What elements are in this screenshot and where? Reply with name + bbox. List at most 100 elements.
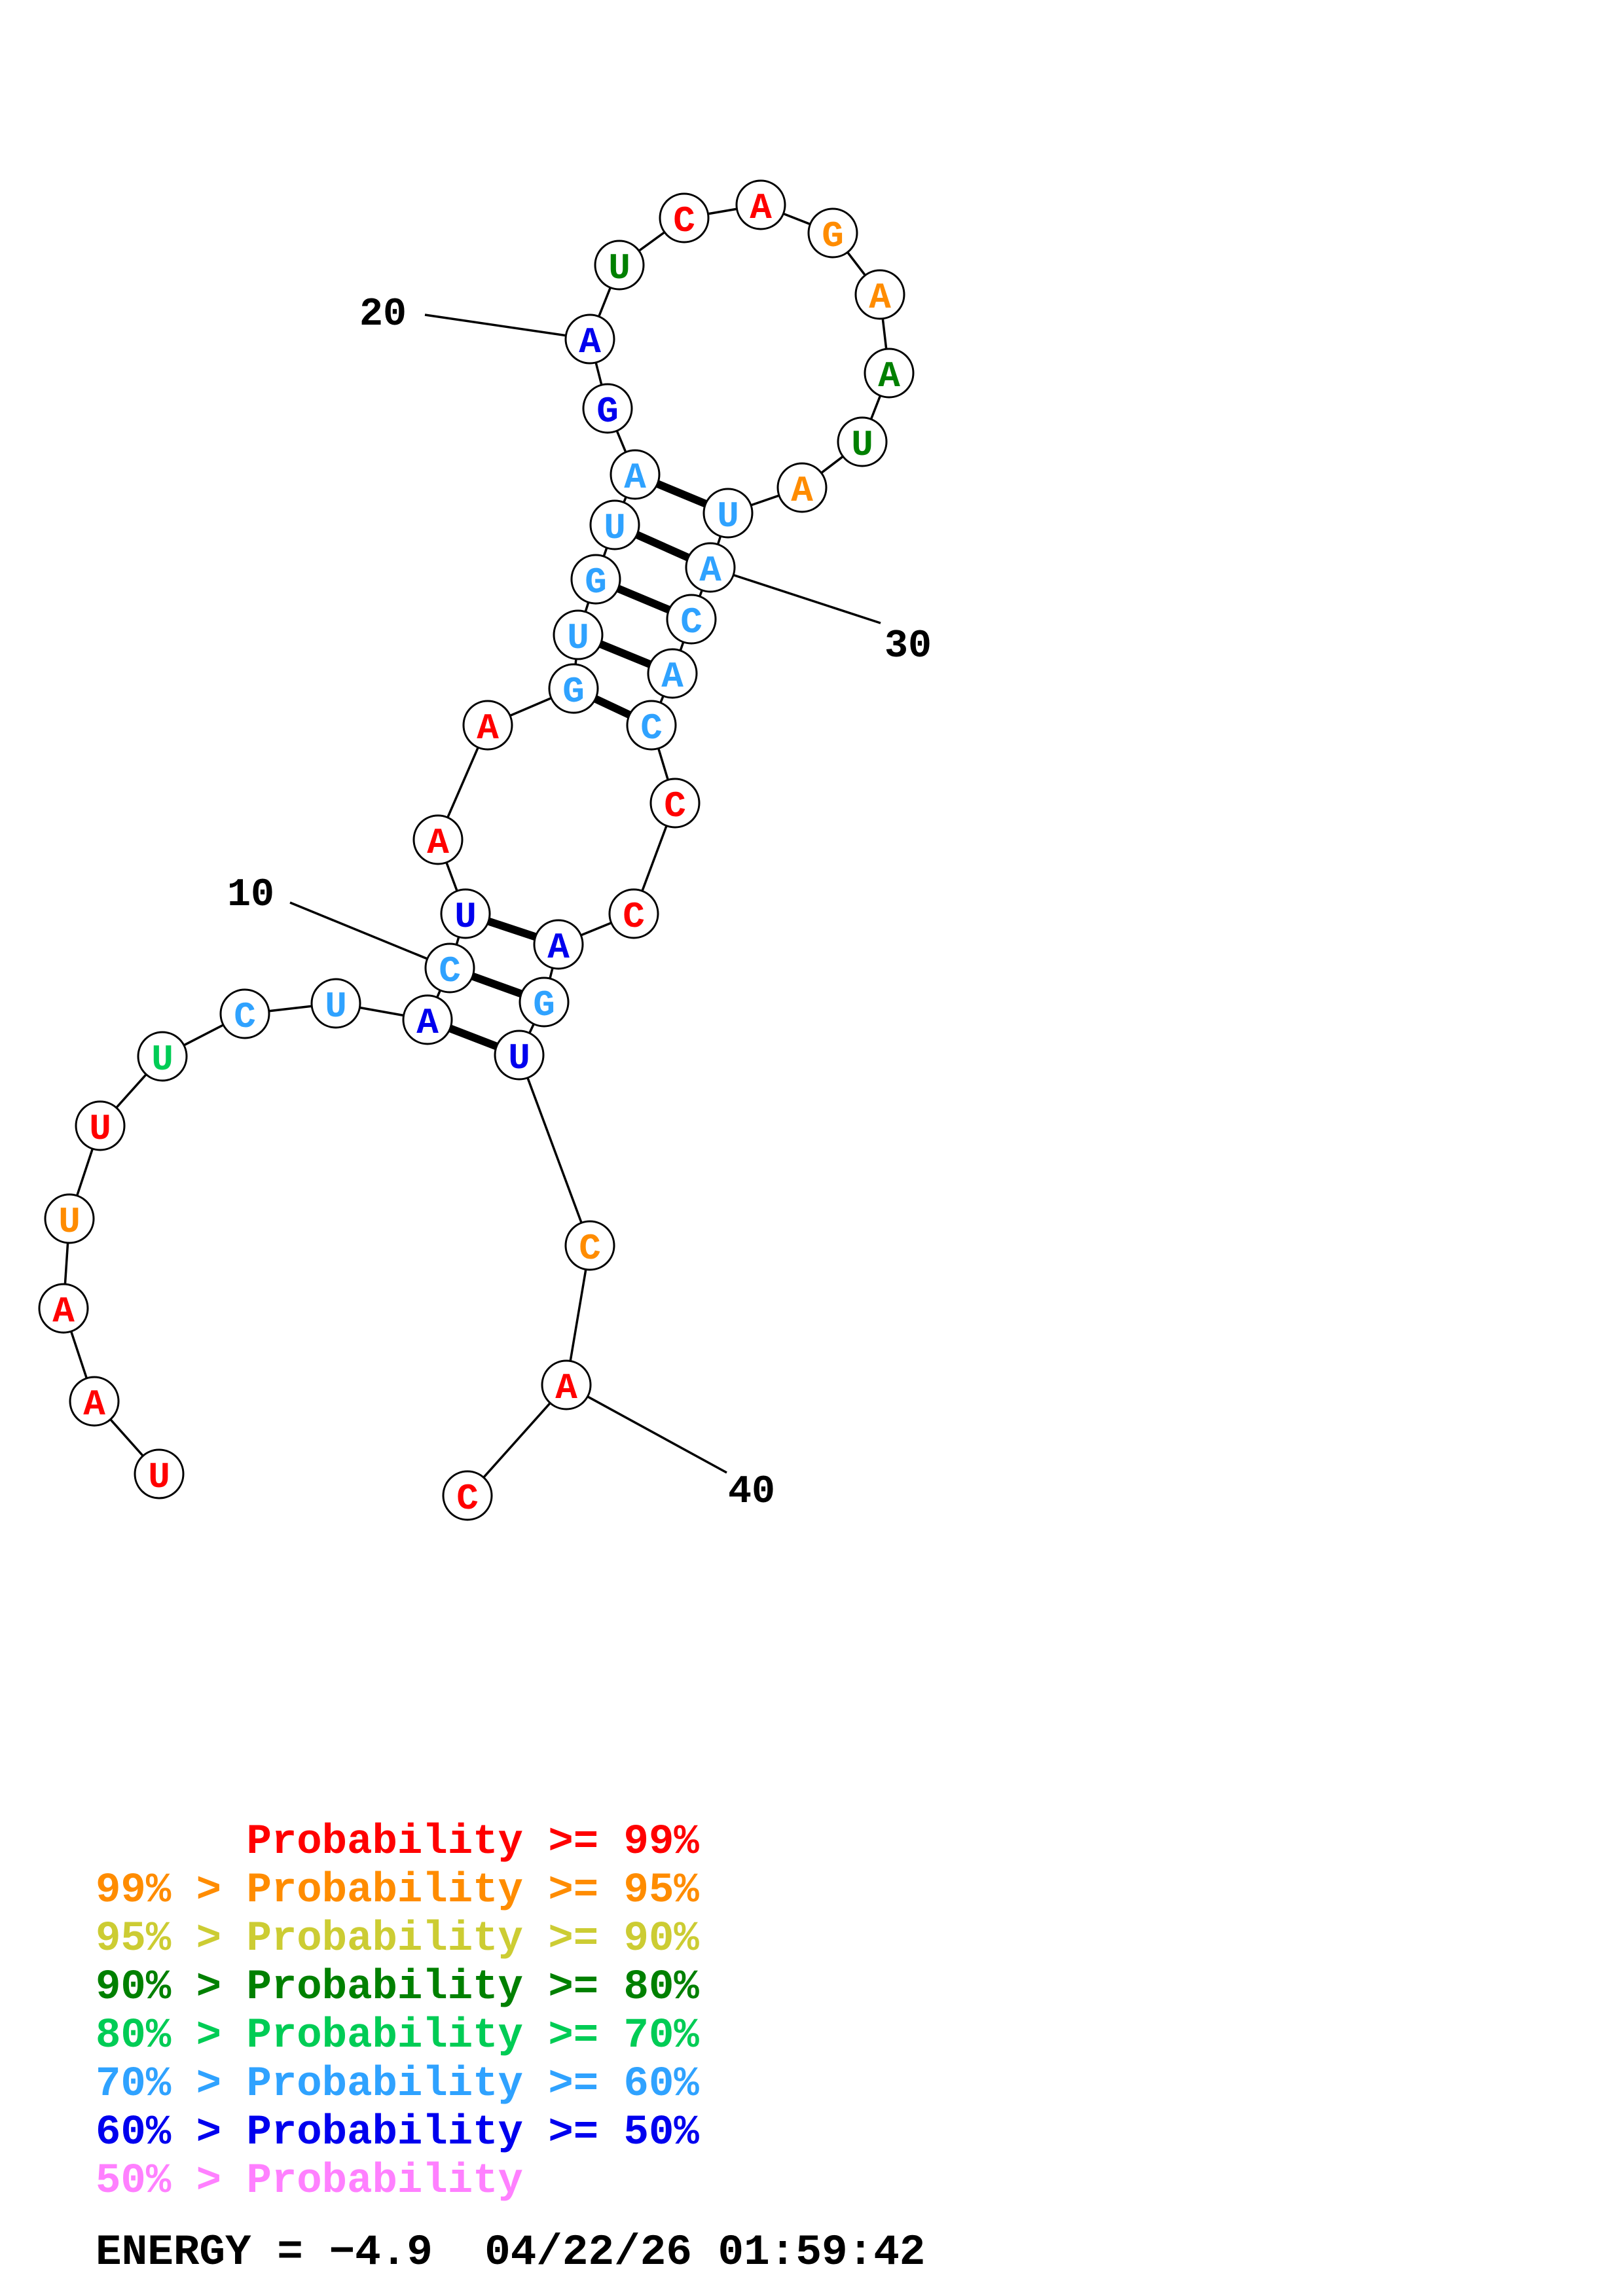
position-label-40: 40 — [728, 1470, 775, 1515]
nucleotide-circle-38 — [494, 1030, 545, 1081]
nucleotide-letter-31: C — [680, 601, 702, 643]
nucleotide-letter-35: C — [623, 896, 645, 938]
nucleotide-letter-39: C — [579, 1228, 601, 1270]
nucleotide-letter-12: A — [427, 822, 449, 864]
nucleotide-circle-20 — [564, 314, 615, 365]
nucleotide-circle-8 — [310, 978, 361, 1029]
label-pointer-line — [289, 901, 450, 969]
nucleotide-letter-11: U — [454, 896, 477, 938]
probability-legend: Probability >= 99% 99% > Probability >= 9… — [96, 1818, 699, 2206]
nucleotide-letter-24: G — [822, 215, 844, 257]
nucleotide-letter-1: U — [148, 1456, 170, 1498]
nucleotide-letter-16: G — [585, 562, 607, 603]
nucleotide-letter-9: A — [416, 1002, 439, 1044]
nucleotide-letter-38: U — [508, 1037, 530, 1079]
legend-row: Probability >= 99% — [96, 1819, 699, 1866]
nucleotide-circle-35 — [608, 888, 659, 939]
nucleotide-circle-3 — [38, 1283, 89, 1334]
nucleotide-letter-2: A — [83, 1384, 105, 1426]
nucleotide-letter-29: U — [717, 495, 739, 537]
nucleotide-circle-30 — [685, 542, 736, 593]
nucleotide-circle-32 — [647, 648, 698, 699]
nucleotide-circle-4 — [44, 1193, 95, 1244]
nucleotide-letter-8: U — [325, 986, 347, 1028]
nucleotide-letter-6: U — [151, 1039, 173, 1081]
nucleotide-letter-18: A — [624, 457, 646, 499]
nucleotide-circle-39 — [564, 1220, 615, 1271]
position-label-30: 30 — [884, 624, 932, 669]
nucleotide-letter-15: U — [567, 617, 589, 659]
backbone-line — [518, 1054, 591, 1246]
nucleotide-letter-32: A — [661, 656, 684, 698]
nucleotide-circle-40 — [541, 1359, 592, 1410]
nucleotide-circle-6 — [137, 1031, 188, 1082]
energy-and-timestamp: ENERGY = −4.9 04/22/26 01:59:42 — [96, 2228, 926, 2277]
nucleotide-letter-40: A — [555, 1367, 577, 1409]
nucleotide-letter-4: U — [58, 1201, 81, 1243]
nucleotide-circle-33 — [626, 700, 677, 751]
nucleotide-circle-18 — [610, 449, 661, 500]
nucleotide-letter-21: U — [608, 247, 630, 289]
nucleotide-circle-34 — [649, 778, 701, 829]
nucleotide-letter-36: A — [547, 927, 570, 969]
nucleotide-letter-13: A — [477, 708, 499, 749]
legend-row: 60% > Probability >= 50% — [96, 2109, 699, 2157]
legend-row: 80% > Probability >= 70% — [96, 2013, 699, 2060]
nucleotide-letter-37: G — [533, 984, 555, 1026]
nucleotide-letter-10: C — [439, 950, 461, 992]
legend-row: 70% > Probability >= 60% — [96, 2061, 699, 2108]
legend-row: 90% > Probability >= 80% — [96, 1964, 699, 2011]
nucleotide-circle-13 — [462, 700, 513, 751]
nucleotide-circle-37 — [519, 977, 570, 1028]
nucleotide-circle-7 — [219, 988, 270, 1039]
nucleotide-circle-27 — [837, 416, 888, 467]
nucleotide-circle-29 — [702, 488, 754, 539]
nucleotide-letter-14: G — [562, 671, 585, 713]
nucleotide-circle-22 — [659, 192, 710, 243]
nucleotide-circle-23 — [735, 179, 786, 230]
nucleotide-letter-41: C — [456, 1478, 479, 1520]
nucleotide-circle-21 — [594, 240, 645, 291]
nucleotide-circle-41 — [442, 1470, 493, 1521]
nucleotide-letter-20: A — [579, 321, 601, 363]
legend-row: 50% > Probability — [96, 2158, 523, 2205]
nucleotide-letter-5: U — [89, 1108, 111, 1150]
nucleotide-letter-27: U — [851, 424, 873, 466]
nucleotide-letter-19: G — [596, 391, 619, 433]
legend-row: 99% > Probability >= 95% — [96, 1867, 699, 1914]
legend-row: 95% > Probability >= 90% — [96, 1916, 699, 1963]
nucleotide-circle-31 — [666, 594, 717, 645]
label-pointer-line — [424, 314, 591, 340]
nucleotide-circle-26 — [864, 348, 915, 399]
nucleotide-letter-25: A — [869, 277, 891, 319]
nucleotide-letter-3: A — [52, 1291, 75, 1333]
nucleotide-circle-1 — [134, 1448, 185, 1499]
nucleotide-circle-12 — [412, 814, 464, 865]
nucleotide-circle-19 — [582, 383, 633, 434]
label-pointer-line — [566, 1384, 727, 1474]
nucleotide-circle-25 — [854, 269, 905, 320]
nucleotide-letter-17: U — [604, 507, 626, 549]
nucleotide-letter-26: A — [878, 355, 900, 397]
nucleotide-letter-23: A — [750, 187, 772, 229]
nucleotide-letter-28: A — [791, 470, 813, 512]
nucleotide-circle-2 — [69, 1376, 120, 1427]
position-label-20: 20 — [359, 293, 407, 337]
nucleotide-circle-9 — [402, 994, 453, 1045]
nucleotide-circle-16 — [570, 554, 621, 605]
nucleotide-letter-33: C — [640, 708, 663, 749]
nucleotide-letter-34: C — [664, 785, 686, 827]
position-label-10: 10 — [227, 873, 274, 918]
nucleotide-circle-5 — [75, 1100, 126, 1151]
nucleotide-circle-24 — [807, 207, 858, 259]
nucleotide-circle-10 — [424, 942, 475, 994]
nucleotide-letter-22: C — [673, 200, 695, 242]
nucleotide-circle-17 — [589, 499, 640, 550]
nucleotide-letter-7: C — [234, 996, 256, 1038]
nucleotide-letter-30: A — [699, 550, 721, 592]
nucleotide-circle-36 — [533, 919, 584, 970]
nucleotide-circle-15 — [553, 609, 604, 660]
nucleotide-circle-11 — [440, 888, 491, 939]
